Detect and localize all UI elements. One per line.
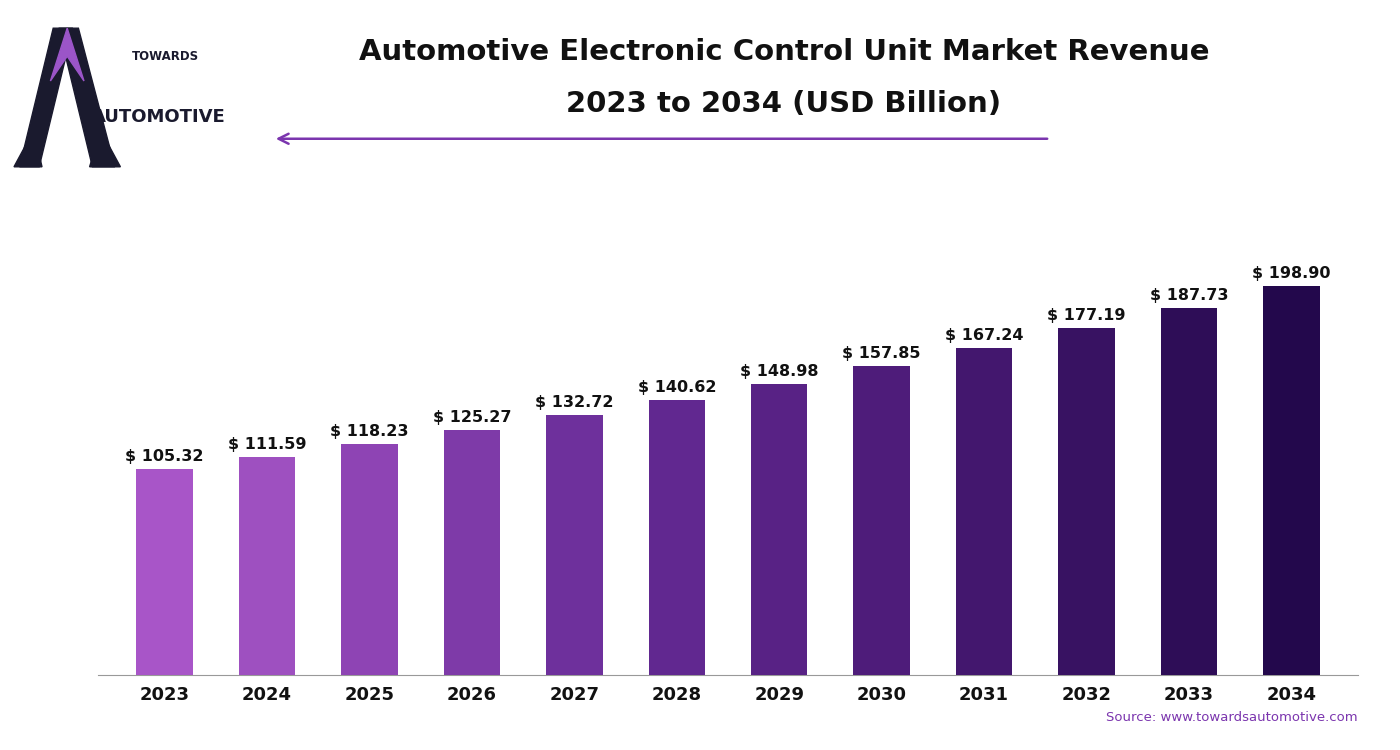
Bar <box>136 469 193 675</box>
Text: $ 198.90: $ 198.90 <box>1252 266 1330 281</box>
Text: $ 140.62: $ 140.62 <box>637 380 715 395</box>
Text: $ 187.73: $ 187.73 <box>1149 288 1228 303</box>
Bar <box>956 348 1012 675</box>
Text: $ 167.24: $ 167.24 <box>945 328 1023 343</box>
Bar <box>648 400 706 675</box>
Polygon shape <box>20 28 73 166</box>
Polygon shape <box>59 28 115 166</box>
Polygon shape <box>50 28 84 81</box>
Bar <box>750 383 808 675</box>
Text: $ 157.85: $ 157.85 <box>843 346 921 362</box>
Bar <box>1058 328 1114 675</box>
Bar <box>444 430 500 675</box>
Text: $ 132.72: $ 132.72 <box>535 395 613 410</box>
Polygon shape <box>14 130 42 166</box>
Text: 2023 to 2034 (USD Billion): 2023 to 2034 (USD Billion) <box>567 90 1001 118</box>
Text: Source: www.towardsautomotive.com: Source: www.towardsautomotive.com <box>1106 711 1358 724</box>
Text: AUTOMOTIVE: AUTOMOTIVE <box>92 108 227 126</box>
Text: Automotive Electronic Control Unit Market Revenue: Automotive Electronic Control Unit Marke… <box>358 38 1210 65</box>
Bar <box>1263 286 1320 675</box>
Text: $ 118.23: $ 118.23 <box>330 424 409 439</box>
Bar <box>546 416 602 675</box>
Text: $ 125.27: $ 125.27 <box>433 410 511 425</box>
Text: $ 177.19: $ 177.19 <box>1047 308 1126 323</box>
Bar <box>342 444 398 675</box>
Text: TOWARDS: TOWARDS <box>132 50 199 63</box>
Polygon shape <box>90 130 120 166</box>
Text: $ 148.98: $ 148.98 <box>741 364 819 379</box>
Text: $ 105.32: $ 105.32 <box>126 449 204 464</box>
Bar <box>1161 308 1217 675</box>
Bar <box>854 366 910 675</box>
Text: $ 111.59: $ 111.59 <box>228 436 307 451</box>
Bar <box>239 457 295 675</box>
